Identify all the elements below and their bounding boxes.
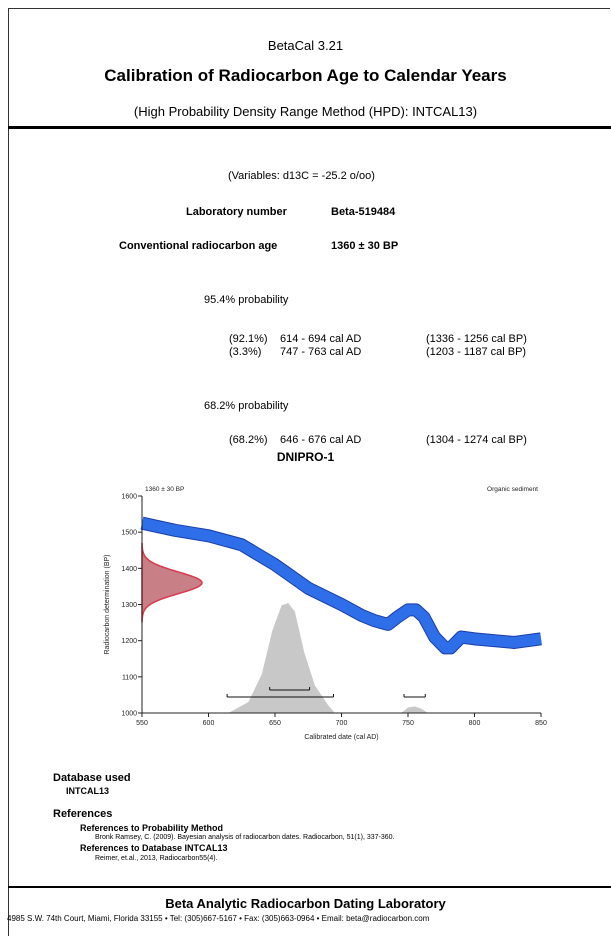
header-rule: [8, 126, 611, 129]
y-tick-label-1400: 1400: [121, 566, 137, 573]
radiocarbon-age-distribution: [141, 542, 203, 623]
y-tick-label-1500: 1500: [121, 530, 137, 537]
chart-corner-label-left: 1360 ± 30 BP: [145, 486, 184, 493]
prob68-row-1-ad: 646 - 676 cal AD: [280, 434, 362, 446]
prob95-row-1-bp: (1336 - 1256 cal BP): [426, 333, 527, 345]
references-heading: References: [53, 808, 113, 820]
prob95-row-1-pct: (92.1%): [229, 333, 268, 345]
chart-title: DNIPRO-1: [276, 450, 335, 464]
footer-rule: [8, 886, 611, 888]
lab-number-label: Laboratory number: [186, 206, 287, 218]
prob95-row-2-ad: 747 - 763 cal AD: [280, 346, 362, 358]
y-tick-label-1100: 1100: [122, 674, 137, 681]
prob68-row-1-pct: (68.2%): [229, 434, 268, 446]
report-title: Calibration of Radiocarbon Age to Calend…: [104, 66, 507, 85]
x-tick-label-600: 600: [203, 720, 215, 727]
x-tick-label-650: 650: [269, 720, 281, 727]
calibration-curve-edge: [140, 516, 542, 655]
prob95-row-2-bp: (1203 - 1187 cal BP): [426, 346, 527, 358]
prob95-row-2-pct: (3.3%): [229, 346, 262, 358]
probability-reference-heading: References to Probability Method: [80, 823, 224, 833]
database-heading: Database used: [53, 772, 131, 784]
x-tick-label-700: 700: [336, 720, 348, 727]
radiocarbon-age-value: 1360 ± 30 BP: [331, 240, 399, 252]
calibrated-distribution-main: [228, 603, 335, 713]
x-tick-label-550: 550: [136, 720, 148, 727]
lab-number-value: Beta-519484: [331, 206, 396, 218]
x-tick-label-750: 750: [402, 720, 414, 727]
variables-line: (Variables: d13C = -25.2 o/oo): [228, 170, 375, 182]
prob95-row-1-ad: 614 - 694 cal AD: [280, 333, 362, 345]
calibrated-distribution-secondary: [401, 706, 428, 713]
database-reference-text: Reimer, et.al., 2013, Radiocarbon55(4).: [95, 855, 218, 862]
x-tick-label-800: 800: [469, 720, 481, 727]
x-tick-label-850: 850: [535, 720, 547, 727]
y-tick-label-1200: 1200: [121, 638, 137, 645]
database-reference-heading: References to Database INTCAL13: [80, 843, 228, 853]
method-subtitle: (High Probability Density Range Method (…: [133, 104, 478, 119]
y-tick-label-1600: 1600: [121, 494, 137, 501]
calibration-curve: [140, 517, 542, 654]
prob68-heading: 68.2% probability: [204, 400, 289, 412]
footer-lab-name: Beta Analytic Radiocarbon Dating Laborat…: [165, 896, 446, 911]
footer-address: 4985 S.W. 74th Court, Miami, Florida 331…: [7, 914, 430, 923]
chart-corner-label-right: Organic sediment: [487, 486, 538, 493]
prob95-heading: 95.4% probability: [204, 294, 289, 306]
y-tick-label-1300: 1300: [121, 602, 137, 609]
radiocarbon-age-label: Conventional radiocarbon age: [119, 240, 278, 252]
calibration-chart: 1360 ± 30 BP Organic sediment 550 600 650 700…: [104, 486, 547, 741]
y-tick-label-1000: 1000: [121, 711, 137, 718]
y-axis-label: Radiocarbon determination (BP): [104, 555, 111, 655]
x-axis-label: Calibrated date (cal AD): [304, 734, 378, 741]
prob68-row-1-bp: (1304 - 1274 cal BP): [426, 434, 527, 446]
database-value: INTCAL13: [66, 786, 110, 796]
page-frame: [8, 8, 610, 936]
software-version: BetaCal 3.21: [267, 38, 344, 53]
probability-reference-text: Bronk Ramsey, C. (2009). Bayesian analys…: [95, 834, 395, 841]
